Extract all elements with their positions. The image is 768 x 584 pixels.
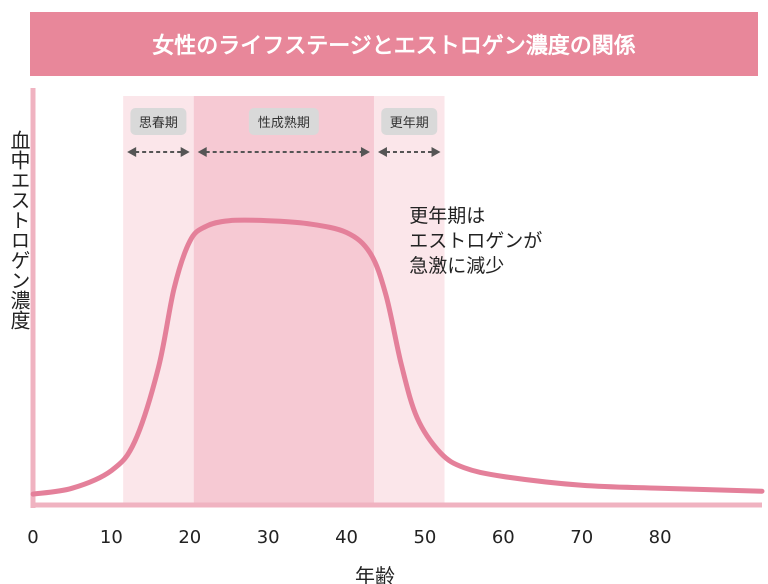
stage-tag bbox=[248, 108, 319, 135]
stage-tag-label: 思春期 bbox=[139, 116, 178, 131]
stage-arrow-head-left bbox=[127, 147, 137, 157]
stage-tag bbox=[381, 108, 438, 135]
annotation-text-line: 更年期は bbox=[409, 205, 485, 227]
chart-title: 女性のライフステージとエストロゲン濃度の関係 bbox=[152, 34, 636, 59]
stage-tag bbox=[130, 108, 187, 135]
x-tick-label: 30 bbox=[257, 527, 280, 548]
stage-arrow-head-left bbox=[197, 147, 207, 157]
stage-arrow-head-right bbox=[360, 147, 370, 157]
annotation-text-line: 急激に減少 bbox=[409, 255, 504, 277]
stage-arrow-head-left bbox=[377, 147, 387, 157]
stage-tag-label: 更年期 bbox=[390, 116, 429, 131]
x-tick-label: 80 bbox=[649, 527, 672, 548]
x-tick-label: 0 bbox=[27, 527, 38, 548]
x-tick-label: 10 bbox=[100, 527, 123, 548]
stage-band bbox=[193, 96, 374, 505]
x-tick-label: 50 bbox=[413, 527, 436, 548]
annotation-text-line: エストロゲンが bbox=[409, 230, 542, 252]
chart-title-bar: 女性のライフステージとエストロゲン濃度の関係 bbox=[30, 12, 758, 76]
x-tick-label: 40 bbox=[335, 527, 358, 548]
y-axis-label: 血中エストロゲン濃度 bbox=[7, 130, 31, 330]
estrogen-curve bbox=[30, 217, 765, 497]
stage-arrow-head-right bbox=[180, 147, 190, 157]
stage-arrow-head-right bbox=[431, 147, 441, 157]
x-tick-label: 20 bbox=[178, 527, 201, 548]
x-tick-label: 70 bbox=[570, 527, 593, 548]
x-axis-label: 年齢 bbox=[355, 564, 395, 584]
stage-tag-label: 性成熟期 bbox=[258, 115, 310, 131]
x-tick-label: 60 bbox=[492, 527, 515, 548]
